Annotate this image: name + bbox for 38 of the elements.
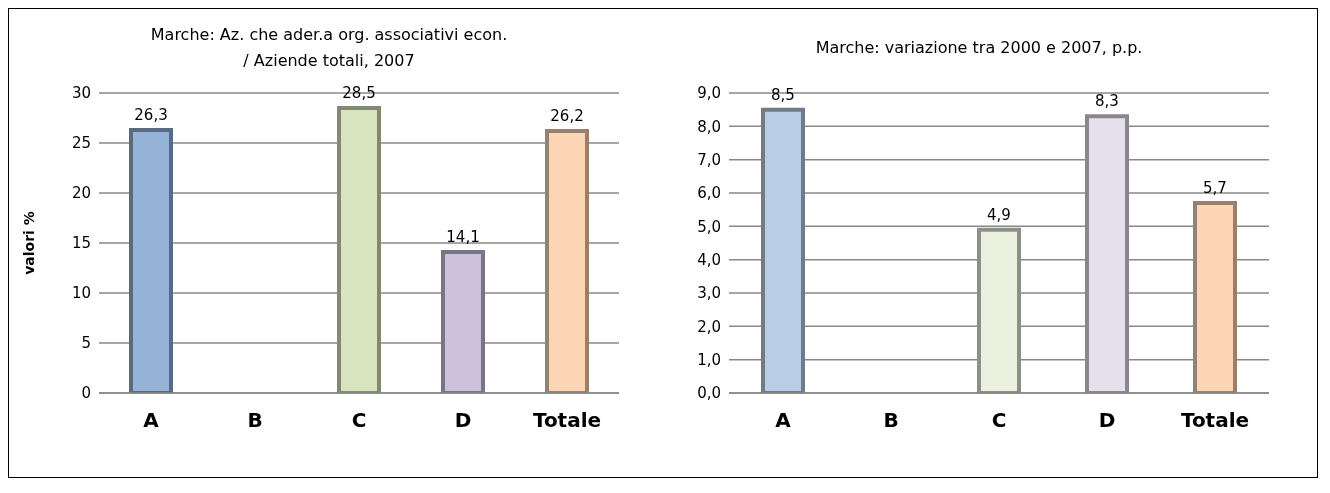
y-tick-label: 5 (81, 334, 91, 353)
data-label: 26,3 (134, 106, 168, 124)
y-tick-label: 0 (81, 384, 91, 403)
y-tick-label: 30 (71, 84, 91, 103)
data-label: 26,2 (550, 107, 584, 125)
x-tick-label: C (351, 408, 367, 433)
y-tick-label: 20 (71, 184, 91, 203)
y-tick-label: 3,0 (697, 284, 721, 303)
x-tick-label: Totale (1180, 408, 1250, 433)
x-tick-label: D (1098, 408, 1116, 433)
y-axis-title: valori % (20, 211, 37, 275)
data-label: 4,9 (987, 205, 1011, 224)
y-tick-label: 5,0 (697, 217, 721, 236)
x-tick-label: A (775, 408, 792, 433)
y-tick-label: 0,0 (697, 384, 721, 403)
data-label: 5,7 (1203, 179, 1227, 197)
y-tick-label: 2,0 (697, 317, 721, 336)
data-label: 28,5 (342, 84, 376, 102)
y-tick-label: 25 (71, 134, 91, 153)
chart-title: Marche: Az. che ader.a org. associativi econ. / Aziende totali, 2007 (149, 24, 509, 72)
x-tick-label: D (454, 408, 472, 433)
x-tick-label: C (991, 408, 1007, 433)
x-tick-label: B (883, 408, 899, 433)
data-label: 8,5 (771, 85, 795, 104)
data-label: 14,1 (446, 228, 480, 246)
x-tick-label: B (247, 408, 263, 433)
x-tick-label: A (143, 408, 160, 433)
y-tick-label: 15 (71, 234, 91, 253)
chart-title: Marche: variazione tra 2000 e 2007, p.p. (814, 37, 1144, 59)
y-tick-label: 9,0 (697, 84, 721, 103)
y-tick-label: 6,0 (697, 184, 721, 203)
y-tick-label: 10 (71, 284, 91, 303)
y-tick-label: 4,0 (697, 250, 721, 269)
data-label: 8,3 (1095, 92, 1119, 111)
y-tick-label: 1,0 (697, 350, 721, 369)
x-tick-label: Totale (532, 408, 602, 433)
y-tick-label: 8,0 (697, 117, 721, 136)
y-tick-label: 7,0 (697, 150, 721, 169)
